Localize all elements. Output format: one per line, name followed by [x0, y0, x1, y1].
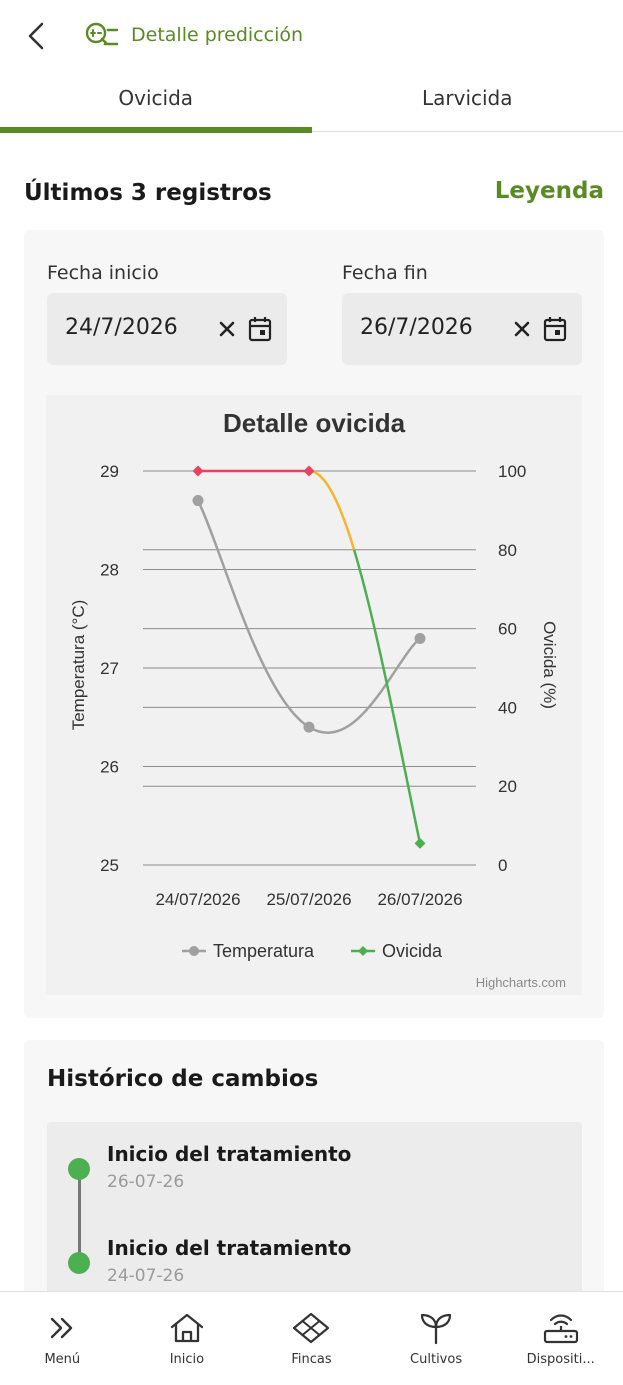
- timeline-line: [78, 1168, 81, 1264]
- legend-marker-ovicida: [358, 946, 368, 956]
- data-point-temperatura[interactable]: [303, 721, 315, 733]
- y-right-tick-label: 20: [498, 777, 517, 796]
- nav-label: Cultivos: [410, 1352, 463, 1367]
- y-right-tick-label: 40: [498, 698, 517, 717]
- series-line-temperatura: [196, 500, 421, 735]
- history-item-title: Inicio del tratamiento: [107, 1142, 352, 1166]
- home-icon: [170, 1313, 204, 1343]
- timeline-dot: [68, 1252, 90, 1274]
- y-right-tick-label: 80: [498, 541, 517, 560]
- y-left-tick-label: 26: [100, 758, 119, 777]
- nav-label: Fincas: [291, 1352, 332, 1367]
- y-left-tick-label: 28: [100, 561, 119, 580]
- chart-svg: 25 26 27 28 29 0 20 40 60 80 100 24/07/2026 25/07/20…: [69, 408, 566, 990]
- records-header: Últimos 3 registros Leyenda: [24, 176, 604, 212]
- bottom-nav: Menú Inicio Fincas: [0, 1291, 623, 1385]
- tab-ovicida[interactable]: Ovicida: [0, 72, 312, 133]
- history-title: Histórico de cambios: [47, 1066, 319, 1092]
- y-right-tick-label: 100: [498, 462, 526, 481]
- calendar-icon[interactable]: [247, 315, 273, 343]
- start-date-field[interactable]: 24/7/2026: [47, 293, 287, 365]
- end-date-field[interactable]: 26/7/2026: [342, 293, 582, 365]
- x-tick-label: 26/07/2026: [377, 890, 462, 909]
- nav-item-menu[interactable]: Menú: [0, 1292, 125, 1385]
- calendar-icon[interactable]: [542, 315, 568, 343]
- router-icon: [543, 1314, 578, 1344]
- nav-item-home[interactable]: Inicio: [125, 1292, 250, 1385]
- chart-credits[interactable]: Highcharts.com: [476, 975, 566, 990]
- data-point-ovicida[interactable]: [303, 465, 315, 477]
- history-item-date: 26-07-26: [107, 1172, 185, 1192]
- nav-item-cultivos[interactable]: Cultivos: [374, 1292, 499, 1385]
- nav-label: Dispositi...: [526, 1352, 595, 1367]
- history-list: Inicio del tratamiento 26-07-26 Inicio d…: [47, 1122, 582, 1322]
- nav-label: Menú: [44, 1352, 81, 1367]
- nav-item-fincas[interactable]: Fincas: [249, 1292, 374, 1385]
- data-point-temperatura[interactable]: [414, 632, 426, 644]
- records-title: Últimos 3 registros: [24, 180, 272, 206]
- ovicida-chart: 25 26 27 28 29 0 20 40 60 80 100 24/07/2026 25/07/20…: [46, 395, 582, 995]
- start-date-value: 24/7/2026: [65, 315, 178, 340]
- y-left-tick-label: 25: [100, 856, 119, 875]
- tab-larvicida[interactable]: Larvicida: [421, 86, 513, 110]
- y-axis-right-label: Ovicida (%): [540, 621, 559, 709]
- history-card: Histórico de cambios Inicio del tratamie…: [24, 1040, 604, 1322]
- prediction-card: Fecha inicio 24/7/2026 Fecha fin 26/7/20…: [24, 230, 604, 1018]
- nav-item-dispositivos[interactable]: Dispositi...: [498, 1292, 623, 1385]
- x-tick-label: 24/07/2026: [155, 890, 240, 909]
- y-axis-left-label: Temperatura (°C): [69, 600, 88, 731]
- data-point-temperatura[interactable]: [192, 495, 204, 507]
- timeline-dot: [68, 1158, 90, 1180]
- legend-link[interactable]: Leyenda: [494, 178, 604, 204]
- data-point-ovicida[interactable]: [414, 837, 426, 849]
- end-date-value: 26/7/2026: [360, 315, 473, 340]
- clear-end-date-icon[interactable]: [510, 317, 534, 341]
- history-item-title: Inicio del tratamiento: [107, 1236, 352, 1260]
- y-right-tick-label: 60: [498, 620, 517, 639]
- series-line-ovicida-mid: [308, 469, 356, 551]
- start-date-label: Fecha inicio: [47, 262, 159, 284]
- field-icon: [293, 1312, 330, 1344]
- history-item-date: 24-07-26: [107, 1266, 185, 1286]
- nav-label: Inicio: [169, 1352, 205, 1367]
- clear-start-date-icon[interactable]: [215, 317, 239, 341]
- chevron-left-icon: [28, 22, 44, 50]
- sprout-icon: [420, 1313, 452, 1345]
- legend-item-temperatura[interactable]: Temperatura: [213, 941, 315, 961]
- page-title: Detalle predicción: [131, 24, 304, 46]
- end-date-label: Fecha fin: [342, 262, 428, 284]
- y-left-tick-label: 27: [100, 659, 119, 678]
- legend-marker-temperatura: [189, 946, 199, 956]
- data-point-ovicida[interactable]: [192, 465, 204, 477]
- prediction-search-icon: [85, 22, 118, 46]
- legend-item-ovicida[interactable]: Ovicida: [382, 941, 443, 961]
- back-button[interactable]: [20, 18, 52, 54]
- chart-title: Detalle ovicida: [223, 408, 406, 438]
- double-chevron-right-icon: [51, 1317, 73, 1339]
- y-right-tick-label: 0: [498, 856, 507, 875]
- series-line-ovicida-low: [352, 549, 422, 844]
- x-tick-label: 25/07/2026: [266, 890, 351, 909]
- chart-legend[interactable]: Temperatura Ovicida: [182, 941, 443, 961]
- top-bar: Detalle predicción: [0, 0, 623, 72]
- y-left-tick-label: 29: [100, 462, 119, 481]
- tab-bar: Ovicida Larvicida: [0, 72, 623, 133]
